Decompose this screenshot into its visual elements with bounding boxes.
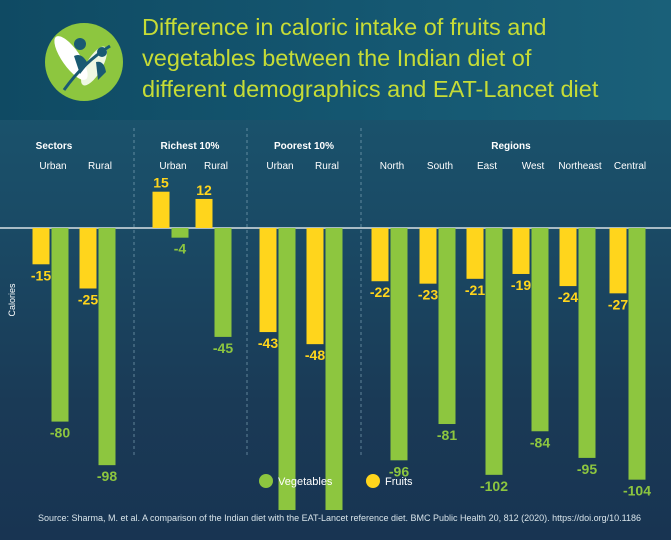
category-label: South	[427, 161, 453, 172]
header-banner: Difference in caloric intake of fruits a…	[0, 0, 671, 120]
vegetable-bar	[98, 228, 116, 466]
vegetable-value-label: -45	[213, 340, 233, 356]
vegetable-value-label: -98	[97, 468, 117, 484]
vegetable-value-label: -104	[623, 483, 651, 499]
legend-label: Fruits	[385, 476, 413, 488]
category-label: Central	[614, 161, 646, 172]
vegetable-bar	[390, 228, 408, 461]
vegetable-value-label: -96	[389, 463, 409, 479]
category-label: East	[477, 161, 497, 172]
fruit-bar	[306, 228, 324, 345]
y-axis-label: Calories	[7, 283, 17, 317]
fruit-bar	[259, 228, 277, 333]
fruit-value-label: -25	[78, 292, 98, 308]
fruit-value-label: 15	[153, 175, 169, 191]
category-label: North	[380, 161, 404, 172]
fruit-value-label: -48	[305, 347, 325, 363]
fruit-bar	[32, 228, 50, 265]
group-label: Regions	[491, 141, 531, 152]
category-label: Rural	[204, 161, 228, 172]
vegetable-value-label: -4	[174, 241, 187, 257]
category-label: Urban	[159, 161, 186, 172]
vegetable-value-label: -95	[577, 461, 597, 477]
fruit-bar	[512, 228, 530, 274]
vegetable-bar	[325, 228, 343, 510]
fruit-value-label: -43	[258, 335, 278, 351]
fruit-value-label: 12	[196, 182, 212, 198]
source-citation: Source: Sharma, M. et al. A comparison o…	[38, 513, 642, 523]
title-line: Difference in caloric intake of fruits a…	[142, 14, 547, 40]
chart-title: Difference in caloric intake of fruits a…	[142, 12, 662, 105]
group-label: Poorest 10%	[274, 141, 334, 152]
group-label: Sectors	[36, 141, 73, 152]
vegetable-value-label: -84	[530, 434, 550, 450]
category-label: Urban	[266, 161, 293, 172]
fruit-bar	[419, 228, 437, 284]
fruit-value-label: -22	[370, 284, 390, 300]
vegetable-bar	[628, 228, 646, 480]
category-label: Rural	[88, 161, 112, 172]
category-label: Rural	[315, 161, 339, 172]
vegetable-bar	[578, 228, 596, 458]
vegetable-bar	[278, 228, 296, 510]
fruit-bar	[79, 228, 97, 289]
leaf-people-logo-icon	[45, 23, 123, 101]
fruit-value-label: -19	[511, 277, 531, 293]
vegetable-bar	[531, 228, 549, 432]
fruit-bar	[195, 198, 213, 228]
vegetable-value-label: -102	[480, 478, 508, 494]
vegetable-bar	[171, 228, 189, 238]
fruit-value-label: -23	[418, 287, 438, 303]
category-label: Urban	[39, 161, 66, 172]
fruit-value-label: -21	[465, 282, 485, 298]
group-label: Richest 10%	[161, 141, 220, 152]
fruit-bar	[152, 191, 170, 228]
category-label: West	[522, 161, 545, 172]
legend-swatch	[259, 474, 273, 488]
category-label: Northeast	[558, 161, 602, 172]
legend-label: Vegetables	[278, 476, 333, 488]
vegetable-value-label: -81	[437, 427, 457, 443]
fruit-value-label: -15	[31, 267, 51, 283]
bar-chart: Sectors Richest 10% Poorest 10% Regions Urba…	[0, 128, 671, 510]
fruit-bar	[609, 228, 627, 294]
fruit-bar	[466, 228, 484, 279]
fruit-bar	[371, 228, 389, 282]
legend-swatch	[366, 474, 380, 488]
title-line: different demographics and EAT-Lancet di…	[142, 76, 599, 102]
fruit-value-label: -27	[608, 296, 628, 312]
vegetable-bar	[438, 228, 456, 425]
vegetable-value-label: -80	[50, 425, 70, 441]
fruit-bar	[559, 228, 577, 287]
vegetable-bar	[485, 228, 503, 475]
title-line: vegetables between the Indian diet of	[142, 45, 532, 71]
vegetable-bar	[51, 228, 69, 422]
fruit-value-label: -24	[558, 289, 578, 305]
vegetable-bar	[214, 228, 232, 337]
